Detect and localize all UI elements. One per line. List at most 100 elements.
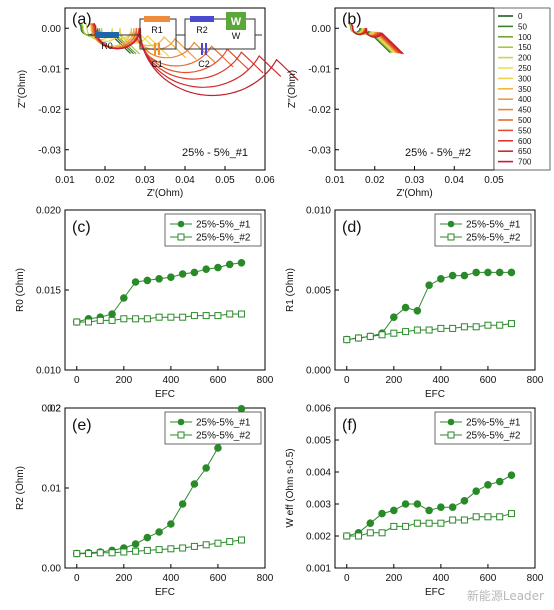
data-point <box>178 500 187 508</box>
y-axis-label: W eff (Ohm s-0.5) <box>285 448 296 527</box>
data-point <box>155 528 163 536</box>
data-point <box>413 519 421 527</box>
data-point <box>214 312 222 320</box>
x-tick-label: 0.01 <box>325 175 345 186</box>
r0-label: R0 <box>101 41 113 51</box>
data-point <box>425 326 433 334</box>
x-tick-label: 400 <box>163 573 180 584</box>
data-point <box>73 318 81 326</box>
cycle-legend-label: 150 <box>518 43 532 52</box>
cycle-legend-label: 450 <box>518 106 532 115</box>
x-tick-label: 0.03 <box>135 175 155 186</box>
data-point <box>120 315 128 323</box>
x-tick-label: 200 <box>115 375 132 386</box>
data-point <box>413 326 421 334</box>
data-point <box>143 546 151 554</box>
panel-annotation: 25% - 5%_#2 <box>405 147 471 159</box>
panel-b: 0.01 0.02 0.03 0.04 0.05 -0.03 -0.02 -0.01 0.00 Z… <box>287 7 504 199</box>
y-tick-label: -0.02 <box>308 105 331 116</box>
x-tick-label: 800 <box>527 573 544 584</box>
x-axis-label: EFC <box>155 389 175 400</box>
data-point <box>484 268 492 277</box>
data-point <box>449 516 457 524</box>
data-point <box>507 268 516 277</box>
data-point <box>460 271 469 280</box>
x-tick-label: 600 <box>480 573 497 584</box>
legend-label: 25%-5%_#2 <box>466 233 521 244</box>
data-point <box>343 336 351 344</box>
data-point <box>190 312 198 320</box>
data-point <box>437 324 445 332</box>
cycle-legend-label: 350 <box>518 85 532 94</box>
y-tick-label: 0.001 <box>306 564 331 575</box>
x-tick-label: 0.05 <box>215 175 235 186</box>
resistor-r1 <box>144 16 170 22</box>
y-tick-label: 0.015 <box>36 286 61 297</box>
data-point <box>448 503 457 512</box>
data-point <box>179 544 187 552</box>
panel-c: 0 200 400 600 800 0.010 0.015 0.020 25%-5%_#1 25%… <box>15 206 274 401</box>
cycle-legend-label: 550 <box>518 126 532 135</box>
data-point <box>167 545 175 553</box>
cycle-legend-label: 650 <box>518 147 532 156</box>
data-point <box>237 536 245 544</box>
warburg-element <box>226 12 246 30</box>
data-point <box>460 497 469 505</box>
data-point <box>402 522 410 530</box>
data-point <box>167 520 175 528</box>
y-axis-label: R1 (Ohm) <box>285 268 296 312</box>
y-axis-label: Z''(Ohm) <box>17 70 28 108</box>
watermark: 新能源Leader <box>466 589 544 603</box>
data-point <box>496 321 504 329</box>
data-point <box>190 542 198 550</box>
panel-letter: (d) <box>342 219 362 236</box>
panel-f: 0 200 400 600 800 0.001 0.002 0.003 0.004 0.005 0.… <box>285 404 544 599</box>
y-tick-label: 0.02 <box>42 404 62 415</box>
x-tick-label: 0.02 <box>365 175 385 186</box>
data-point <box>214 539 222 547</box>
x-axis-label: Z'(Ohm) <box>396 188 432 199</box>
data-point <box>120 294 128 302</box>
panel-annotation: 25% - 5%_#1 <box>182 147 248 159</box>
x-tick-label: 0.05 <box>484 175 504 186</box>
x-tick-label: 0.06 <box>255 175 275 186</box>
data-point <box>390 506 398 515</box>
x-tick-label: 0 <box>344 573 350 584</box>
data-point <box>132 315 140 323</box>
x-axis-label: EFC <box>425 587 445 598</box>
legend-label: 25%-5%_#1 <box>466 418 521 429</box>
w-label: W <box>232 31 241 41</box>
r2-label: R2 <box>196 25 208 35</box>
y-tick-label: 0.01 <box>42 484 62 495</box>
data-point <box>179 313 187 321</box>
data-point <box>437 275 445 283</box>
x-tick-label: 0 <box>74 375 80 386</box>
data-point <box>108 549 116 557</box>
data-point <box>108 316 116 324</box>
data-point <box>366 529 374 537</box>
y-tick-label: 0.2 <box>47 404 61 415</box>
legend-marker <box>447 431 455 439</box>
data-point <box>355 532 363 540</box>
data-point <box>378 509 386 518</box>
y-tick-label: 0.000 <box>306 366 331 377</box>
y-axis-label: Z''(Ohm) <box>287 70 298 108</box>
data-point <box>448 271 457 280</box>
data-point <box>237 405 246 413</box>
plot-frame <box>64 7 266 171</box>
data-point <box>413 307 422 315</box>
x-tick-label: 200 <box>385 573 402 584</box>
x-tick-label: 600 <box>210 573 227 584</box>
data-point <box>472 268 480 277</box>
data-point <box>437 503 445 512</box>
panel-letter: (f) <box>342 417 357 434</box>
data-point <box>96 549 104 557</box>
data-point <box>167 273 175 282</box>
c1-label: C1 <box>151 59 163 69</box>
legend-marker <box>447 418 455 426</box>
y-tick-label: 0.004 <box>306 468 331 479</box>
data-point <box>202 541 210 549</box>
x-tick-label: 0.01 <box>55 175 75 186</box>
data-point <box>507 510 515 518</box>
resistor-r2 <box>190 16 214 22</box>
